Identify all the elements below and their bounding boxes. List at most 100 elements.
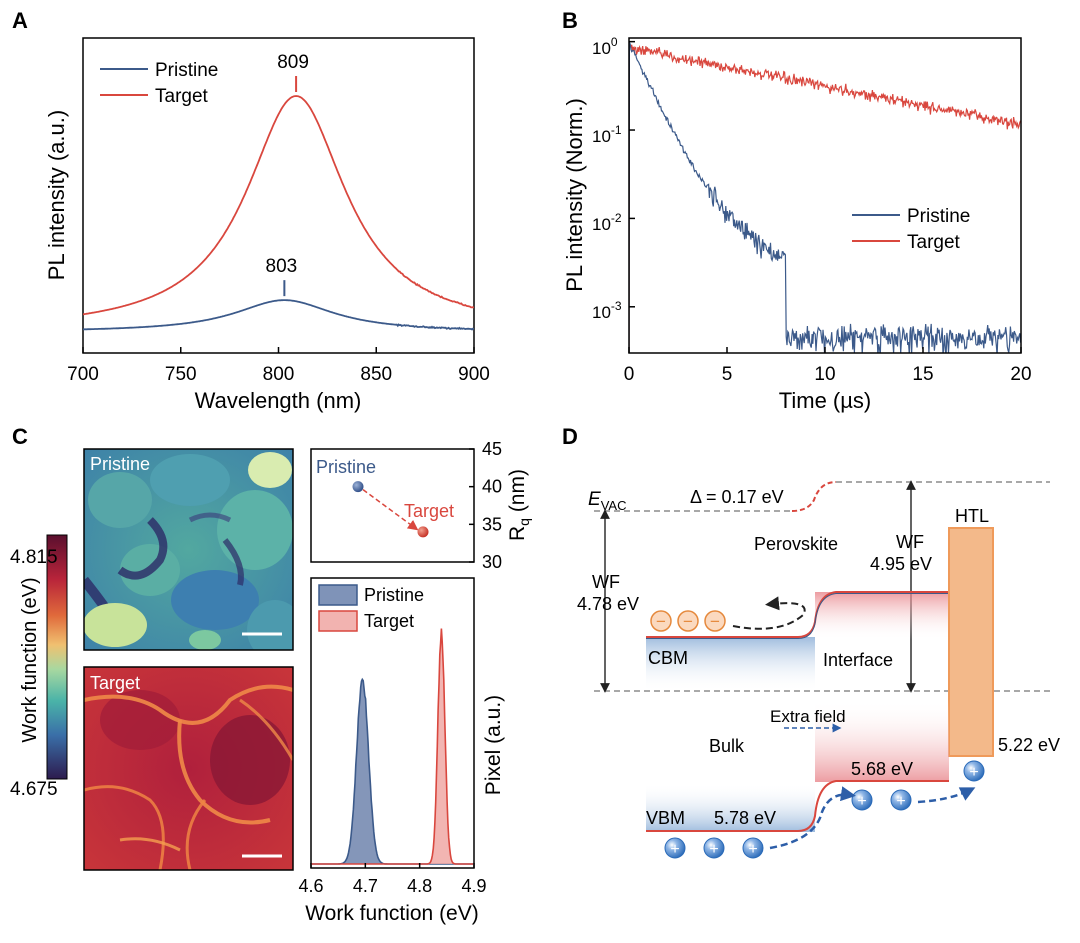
- roughness-plot: 45 40 35 30: [352, 439, 502, 572]
- cb-interface-region: [815, 592, 949, 640]
- x-ticks-a: 700 750 800 850 900: [67, 347, 490, 385]
- x-axis-label-a: Wavelength (nm): [195, 388, 362, 413]
- roughness-label-pristine: Pristine: [316, 457, 376, 477]
- vb-interface-value: 5.68 eV: [851, 759, 913, 779]
- series-lines-a: [83, 95, 474, 331]
- roughness-label-target: Target: [404, 501, 454, 521]
- map-label-target: Target: [90, 673, 140, 693]
- legend-label-pristine-a: Pristine: [155, 60, 218, 81]
- hole-5: [890, 789, 912, 811]
- roughness-point-target: [417, 526, 429, 538]
- evac-step: [791, 481, 837, 512]
- electron-2: [677, 610, 699, 632]
- wf-left-label: WF: [592, 572, 620, 592]
- plot-frame-roughness: [310, 448, 475, 563]
- htl-value: 5.22 eV: [998, 735, 1060, 755]
- x-tick-label-a-1: 750: [165, 364, 197, 385]
- x-ticks-histogram: 4.6 4.7 4.8 4.9: [298, 863, 487, 896]
- legend-label-pristine-b: Pristine: [907, 206, 970, 227]
- electrons: − − −: [650, 596, 806, 632]
- panel-a: A 700 750 800 850 900 809 803 Wavelength (nm)…: [12, 8, 490, 413]
- hole-sign-5: +: [896, 793, 905, 810]
- htl-label: HTL: [955, 506, 989, 526]
- x-tick-label-b-4: 20: [1010, 364, 1031, 385]
- delta-label: Δ = 0.17 eV: [690, 487, 784, 507]
- extra-field-label: Extra field: [770, 707, 846, 726]
- colorbar-label: Work function (eV): [19, 577, 41, 742]
- y-tick-label-roughness-3: 30: [482, 552, 502, 572]
- x-axis-label-histogram: Work function (eV): [305, 902, 479, 925]
- vbm-value: 5.78 eV: [714, 808, 776, 828]
- map-pristine-frame: [83, 448, 294, 651]
- hole-sign-1: +: [670, 841, 679, 858]
- electron-blocked-arrow: [732, 596, 806, 630]
- series-line-target-a: [83, 95, 474, 316]
- annotation-label-803: 803: [266, 256, 298, 277]
- cbm-line-shadow: [646, 593, 949, 639]
- x-tick-label-a-4: 900: [458, 364, 490, 385]
- y-ticks-b: 100 10-1 10-2 10-3: [592, 35, 635, 322]
- peak-annotations-a: 809 803: [266, 52, 309, 297]
- panel-label-b: B: [562, 8, 578, 33]
- y-tick-label-b-2: 10-2: [592, 211, 622, 234]
- cbm-label: CBM: [648, 648, 688, 668]
- hole-1: [664, 837, 686, 859]
- vbm-line: [646, 780, 949, 832]
- roughness-point-pristine: [352, 481, 364, 493]
- y-tick-label-roughness-2: 35: [482, 514, 502, 534]
- map-label-pristine: Pristine: [90, 454, 150, 474]
- htl-outline: [948, 527, 994, 757]
- hole-arrow-2: [917, 787, 976, 804]
- legend-swatch-target-c: [318, 610, 358, 632]
- evac-label: EVAC: [588, 489, 626, 513]
- cb-bulk-region: [646, 637, 815, 692]
- holes: + + + + + +: [664, 760, 985, 859]
- series-lines-b: [629, 40, 1021, 353]
- x-tick-label-b-3: 15: [912, 364, 933, 385]
- legend-label-target-b: Target: [907, 232, 961, 253]
- wf-right-label: WF: [896, 532, 924, 552]
- wf-right-value: 4.95 eV: [870, 554, 932, 574]
- colorbar: [46, 534, 68, 780]
- hole-arrow-1: [769, 786, 856, 850]
- annotation-label-809: 809: [277, 52, 309, 73]
- map-target-frame: [83, 666, 294, 871]
- x-tick-label-histogram-1: 4.7: [353, 876, 378, 896]
- legend-a: Pristine Target: [100, 60, 218, 107]
- y-axis-label-a: PL intensity (a.u.): [44, 110, 69, 280]
- series-line-target-b: [629, 44, 1021, 353]
- hole-6: [963, 760, 985, 782]
- hole-sign-3: +: [748, 841, 757, 858]
- legend-histogram: Pristine Target: [318, 584, 424, 632]
- y-axis-label-roughness: Rq (nm): [506, 469, 532, 541]
- y-tick-label-roughness-0: 45: [482, 439, 502, 459]
- histogram-plot: [311, 628, 474, 865]
- perovskite-label: Perovskite: [754, 534, 838, 554]
- series-line-pristine-a: [83, 299, 474, 331]
- panel-label-a: A: [12, 8, 28, 33]
- histogram-area-target: [311, 628, 474, 864]
- colorbar-max: 4.815: [10, 547, 58, 568]
- electron-sign-2: −: [683, 612, 693, 631]
- x-tick-label-a-0: 700: [67, 364, 99, 385]
- panel-label-c: C: [12, 424, 28, 449]
- hole-3: [742, 837, 764, 859]
- vb-interface-region: [815, 700, 949, 782]
- y-axis-label-b: PL intensity (Norm.): [562, 98, 587, 292]
- colorbar-min: 4.675: [10, 779, 58, 800]
- electron-sign-3: −: [710, 612, 720, 631]
- x-tick-label-b-1: 5: [722, 364, 733, 385]
- x-tick-label-b-2: 10: [814, 364, 835, 385]
- panel-b: B 0 5 10 15 20 100 10-1 10-2 10-3 Time (µs) …: [562, 8, 1032, 413]
- wf-left-value: 4.78 eV: [577, 594, 639, 614]
- hole-sign-2: +: [709, 841, 718, 858]
- plot-frame-a: [82, 37, 475, 354]
- panel-label-d: D: [562, 424, 578, 449]
- x-tick-label-b-0: 0: [624, 364, 635, 385]
- panel-d: D EVAC Δ = 0.17 eV Perovskite WF 4.78 eV…: [562, 424, 1060, 859]
- legend-swatch-pristine-c: [318, 584, 358, 606]
- hole-sign-6: +: [969, 764, 978, 781]
- x-ticks-b: 0 5 10 15 20: [624, 347, 1032, 385]
- histogram-line-target: [311, 628, 474, 865]
